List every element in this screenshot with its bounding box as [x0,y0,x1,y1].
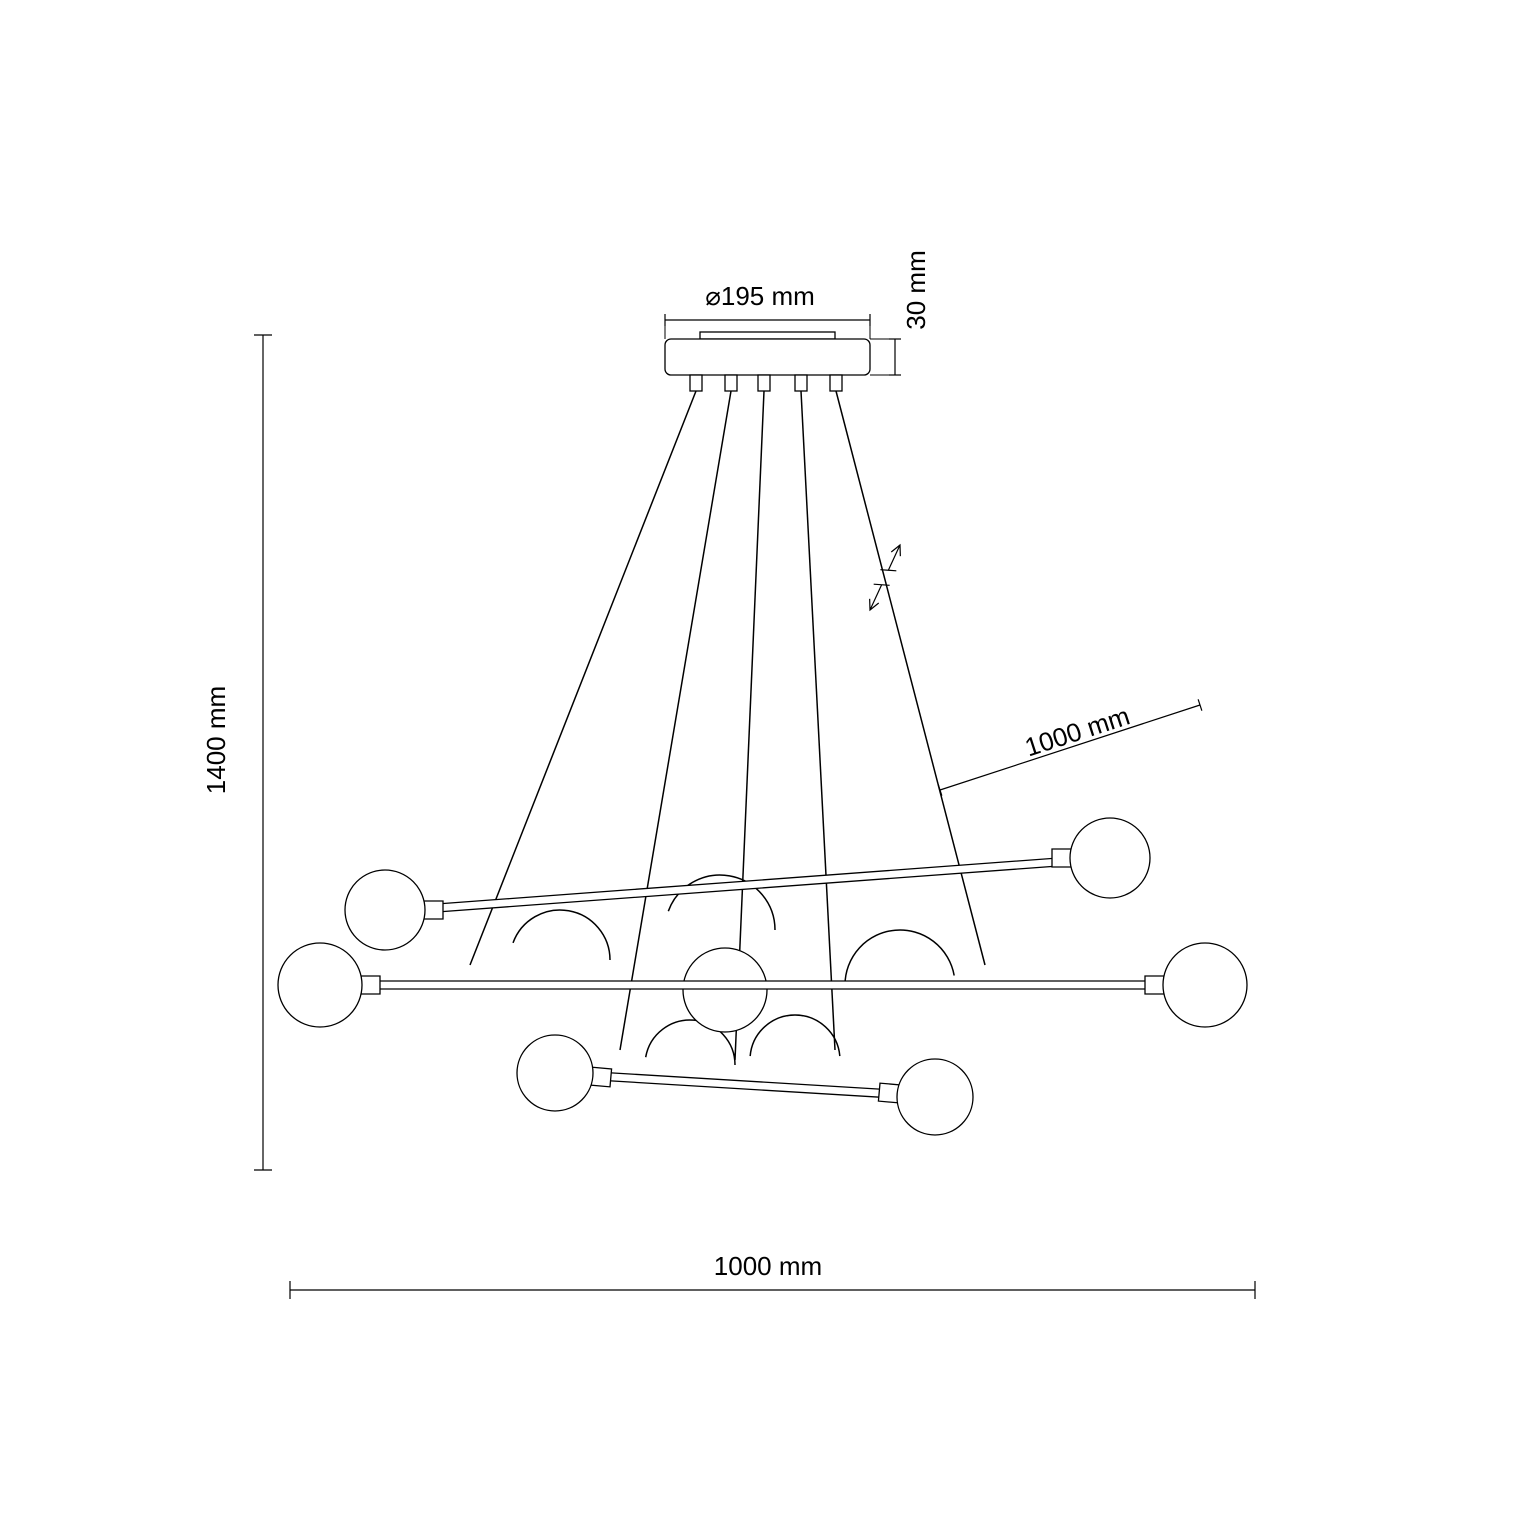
svg-text:1000 mm: 1000 mm [1021,700,1133,762]
pendant-lamp-technical-drawing: 1400 mm 1000 mm ⌀195 mm 30 mm 1000 mm [0,0,1536,1536]
svg-text:1000 mm: 1000 mm [714,1251,822,1281]
svg-text:⌀195 mm: ⌀195 mm [705,281,815,311]
svg-text:30 mm: 30 mm [901,250,931,329]
svg-text:1400 mm: 1400 mm [201,686,231,794]
